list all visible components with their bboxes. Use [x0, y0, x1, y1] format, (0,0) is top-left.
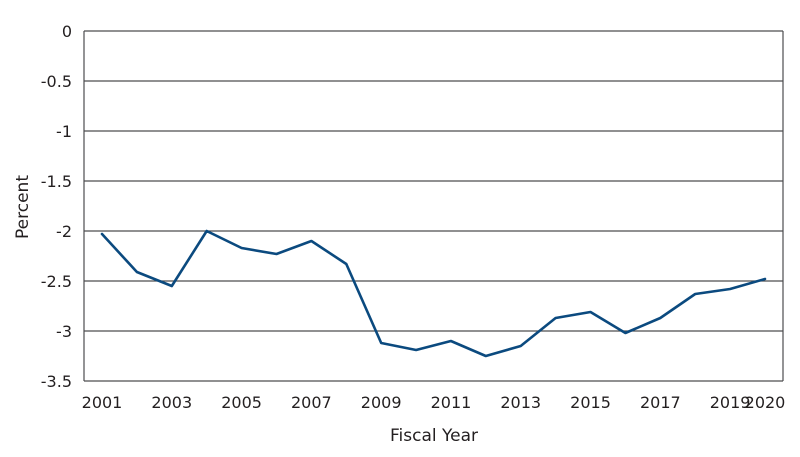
grid-lines — [84, 30, 783, 382]
y-tick-label: 0 — [62, 22, 72, 41]
x-tick-label: 2007 — [291, 393, 332, 412]
y-tick-label: -2 — [56, 222, 72, 241]
x-tick-label: 2003 — [151, 393, 192, 412]
x-tick-label: 2015 — [570, 393, 611, 412]
x-tick-label: 2001 — [82, 393, 123, 412]
x-tick-label: 2011 — [431, 393, 472, 412]
axes — [83, 31, 784, 381]
x-tick-label: 2013 — [500, 393, 541, 412]
x-tick-labels: 2001 2003 2005 2007 2009 2011 2013 2015 2017 2019… — [82, 393, 786, 412]
series-lines — [100, 229, 767, 358]
y-axis-title: Percent — [13, 175, 33, 239]
y-tick-label: -1 — [56, 122, 72, 141]
y-tick-label: -3.5 — [41, 372, 72, 391]
x-tick-label: 2020 — [745, 393, 786, 412]
y-tick-labels: 0 -0.5 -1 -1.5 -2 -2.5 -3 -3.5 — [41, 22, 72, 391]
x-tick-label: 2019 — [710, 393, 751, 412]
y-tick-label: -2.5 — [41, 272, 72, 291]
y-tick-label: -3 — [56, 322, 72, 341]
x-tick-label: 2009 — [361, 393, 402, 412]
x-axis-title: Fiscal Year — [390, 426, 478, 446]
series-line — [100, 229, 767, 358]
x-tick-label: 2017 — [640, 393, 681, 412]
x-tick-label: 2005 — [221, 393, 262, 412]
y-tick-label: -0.5 — [41, 72, 72, 91]
y-tick-label: -1.5 — [41, 172, 72, 191]
